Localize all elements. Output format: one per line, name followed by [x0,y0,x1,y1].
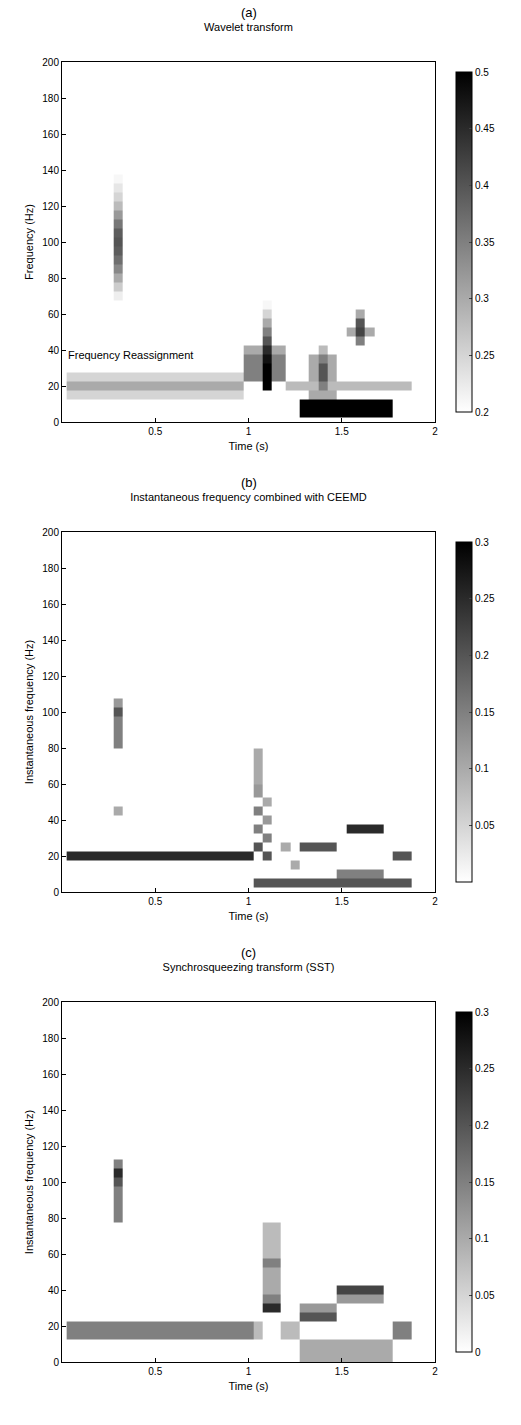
svg-text:0.5: 0.5 [148,426,162,437]
svg-text:180: 180 [42,1033,59,1044]
svg-text:1.5: 1.5 [335,426,349,437]
svg-text:120: 120 [42,1141,59,1152]
svg-text:40: 40 [48,815,60,826]
svg-text:100: 100 [42,707,59,718]
svg-text:0.5: 0.5 [475,67,489,78]
svg-text:Instantaneous frequency (Hz): Instantaneous frequency (Hz) [23,1110,35,1254]
svg-text:40: 40 [48,1285,60,1296]
svg-text:0: 0 [53,417,59,428]
svg-text:0.3: 0.3 [475,537,489,548]
svg-text:Time (s): Time (s) [229,440,269,452]
svg-text:20: 20 [48,381,60,392]
svg-text:0.5: 0.5 [148,1366,162,1377]
svg-text:0: 0 [475,1347,481,1358]
svg-text:160: 160 [42,129,59,140]
svg-text:0.3: 0.3 [475,1007,489,1018]
svg-text:0.25: 0.25 [475,350,495,361]
svg-text:200: 200 [42,997,59,1008]
svg-text:160: 160 [42,1069,59,1080]
svg-text:0.4: 0.4 [475,180,489,191]
svg-text:180: 180 [42,563,59,574]
svg-text:180: 180 [42,93,59,104]
svg-text:200: 200 [42,527,59,538]
svg-text:0.15: 0.15 [475,1177,495,1188]
svg-text:Time (s): Time (s) [229,910,269,922]
svg-text:0.2: 0.2 [475,407,489,418]
svg-text:60: 60 [48,779,60,790]
svg-text:100: 100 [42,1177,59,1188]
svg-text:0.2: 0.2 [475,650,489,661]
svg-text:1.5: 1.5 [335,896,349,907]
svg-text:0.1: 0.1 [475,1233,489,1244]
svg-text:160: 160 [42,599,59,610]
svg-text:140: 140 [42,165,59,176]
svg-text:80: 80 [48,273,60,284]
svg-text:1.5: 1.5 [335,1366,349,1377]
svg-text:60: 60 [48,1249,60,1260]
svg-text:Instantaneous frequency (Hz): Instantaneous frequency (Hz) [23,640,35,784]
svg-text:20: 20 [48,1321,60,1332]
svg-text:Instantaneous frequency combin: Instantaneous frequency combined with CE… [130,491,367,503]
svg-text:20: 20 [48,851,60,862]
svg-text:1: 1 [246,1366,252,1377]
svg-text:Time (s): Time (s) [229,1380,269,1392]
svg-text:0.05: 0.05 [475,820,495,831]
svg-text:(a): (a) [241,5,257,20]
svg-text:80: 80 [48,743,60,754]
svg-text:0.3: 0.3 [475,293,489,304]
svg-text:0.45: 0.45 [475,123,495,134]
svg-text:80: 80 [48,1213,60,1224]
svg-text:140: 140 [42,1105,59,1116]
svg-text:0.25: 0.25 [475,1063,495,1074]
svg-text:0.15: 0.15 [475,707,495,718]
svg-text:120: 120 [42,201,59,212]
svg-text:(c): (c) [241,945,256,960]
svg-text:Wavelet transform: Wavelet transform [204,21,293,33]
svg-text:0: 0 [53,1357,59,1368]
svg-text:2: 2 [432,426,438,437]
svg-text:0.2: 0.2 [475,1120,489,1131]
svg-text:0.25: 0.25 [475,593,495,604]
svg-text:140: 140 [42,635,59,646]
svg-text:2: 2 [432,896,438,907]
svg-text:1: 1 [246,896,252,907]
svg-text:40: 40 [48,345,60,356]
svg-text:60: 60 [48,309,60,320]
svg-text:100: 100 [42,237,59,248]
svg-text:0: 0 [53,887,59,898]
svg-text:1: 1 [246,426,252,437]
svg-text:2: 2 [432,1366,438,1377]
svg-text:Synchrosqueezing transform (SS: Synchrosqueezing transform (SST) [163,961,335,973]
svg-text:200: 200 [42,57,59,68]
svg-text:Frequency (Hz): Frequency (Hz) [23,204,35,280]
svg-text:0.35: 0.35 [475,237,495,248]
svg-text:(b): (b) [241,475,257,490]
svg-text:0.5: 0.5 [148,896,162,907]
svg-text:Frequency Reassignment: Frequency Reassignment [68,349,193,361]
svg-text:120: 120 [42,671,59,682]
svg-text:0.05: 0.05 [475,1290,495,1301]
svg-text:0.1: 0.1 [475,763,489,774]
